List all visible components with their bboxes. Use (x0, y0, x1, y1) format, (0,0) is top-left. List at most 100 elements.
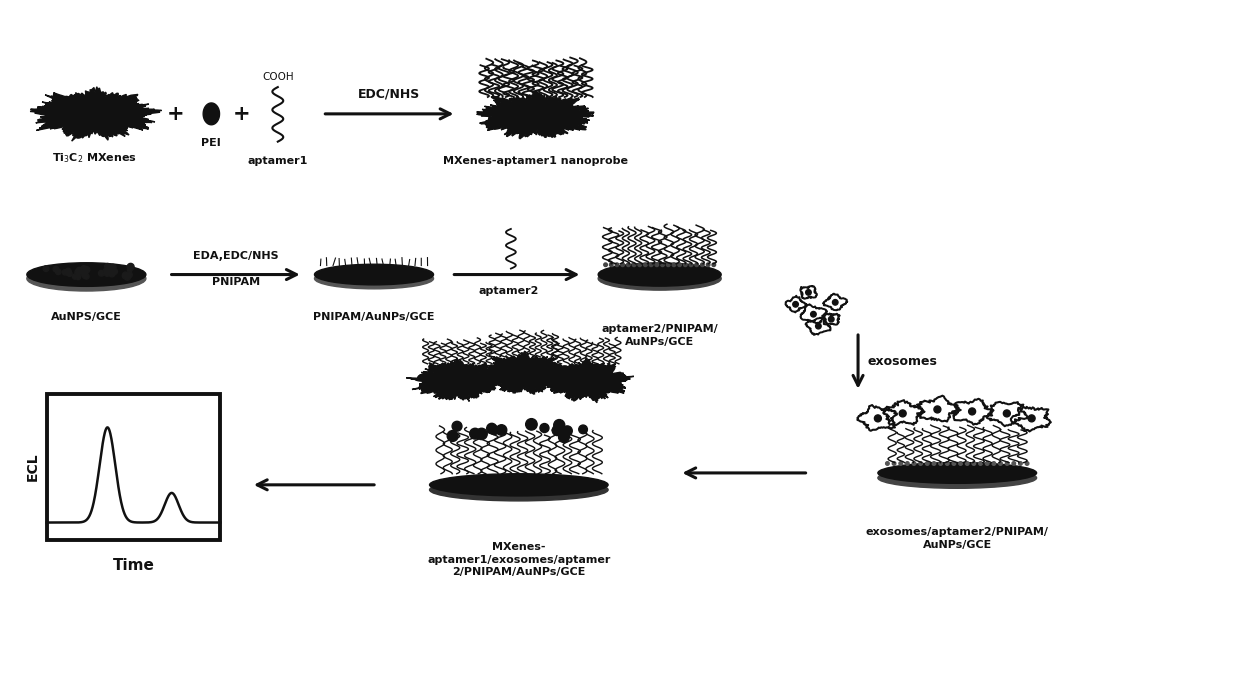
Circle shape (579, 425, 588, 434)
Circle shape (952, 462, 956, 465)
Circle shape (932, 462, 936, 465)
Circle shape (683, 263, 687, 267)
Circle shape (621, 263, 625, 267)
Circle shape (64, 269, 72, 276)
Circle shape (899, 410, 906, 417)
Circle shape (637, 263, 641, 267)
Circle shape (76, 275, 81, 280)
Circle shape (694, 263, 698, 267)
Circle shape (966, 462, 968, 465)
Text: Ti$_3$C$_2$ MXenes: Ti$_3$C$_2$ MXenes (52, 152, 136, 166)
Circle shape (53, 266, 58, 272)
Circle shape (992, 462, 996, 465)
Text: PNIPAM: PNIPAM (212, 276, 260, 287)
Circle shape (128, 263, 134, 270)
Circle shape (554, 419, 564, 430)
Text: MXenes-aptamer1 nanoprobe: MXenes-aptamer1 nanoprobe (443, 155, 629, 166)
Circle shape (661, 263, 665, 267)
Circle shape (84, 274, 89, 279)
Ellipse shape (27, 263, 146, 287)
Circle shape (1028, 415, 1035, 422)
Circle shape (626, 263, 630, 267)
Polygon shape (482, 352, 568, 394)
Text: MXenes-
aptamer1/exosomes/aptamer
2/PNIPAM/AuNPs/GCE: MXenes- aptamer1/exosomes/aptamer 2/PNIP… (427, 542, 610, 577)
Circle shape (123, 272, 128, 278)
Circle shape (811, 311, 816, 317)
Circle shape (82, 265, 86, 270)
Circle shape (828, 317, 835, 322)
Circle shape (919, 462, 923, 465)
Circle shape (874, 415, 882, 422)
Circle shape (925, 462, 929, 465)
Circle shape (124, 274, 130, 280)
Ellipse shape (27, 266, 146, 291)
Circle shape (885, 462, 889, 465)
Circle shape (112, 269, 118, 274)
Text: EDA,EDC/NHS: EDA,EDC/NHS (193, 250, 279, 261)
Circle shape (104, 263, 110, 269)
Circle shape (128, 267, 131, 272)
Circle shape (934, 406, 941, 413)
Circle shape (939, 462, 942, 465)
Circle shape (945, 462, 949, 465)
Circle shape (109, 264, 117, 271)
Text: COOH: COOH (262, 72, 294, 82)
Polygon shape (203, 103, 219, 124)
Polygon shape (407, 358, 503, 402)
Circle shape (701, 263, 704, 267)
Circle shape (66, 268, 71, 274)
Circle shape (123, 273, 128, 279)
Circle shape (72, 274, 78, 279)
Circle shape (126, 272, 133, 278)
Ellipse shape (878, 462, 1037, 484)
Ellipse shape (429, 474, 608, 496)
Circle shape (650, 263, 653, 267)
Circle shape (610, 263, 613, 267)
Circle shape (913, 462, 916, 465)
Circle shape (83, 266, 89, 273)
Polygon shape (476, 91, 594, 139)
Circle shape (1018, 462, 1022, 465)
Circle shape (689, 263, 693, 267)
Circle shape (98, 270, 104, 276)
Circle shape (666, 263, 670, 267)
Text: Time: Time (113, 558, 155, 573)
Circle shape (104, 269, 110, 276)
Circle shape (552, 425, 563, 436)
Text: +: + (167, 104, 185, 124)
Circle shape (1025, 462, 1029, 465)
Circle shape (77, 267, 82, 273)
Circle shape (832, 300, 838, 305)
Circle shape (490, 425, 498, 434)
Circle shape (816, 324, 821, 329)
Circle shape (453, 421, 463, 431)
Circle shape (82, 273, 88, 278)
Circle shape (476, 428, 487, 440)
Text: +: + (232, 104, 250, 124)
Text: exosomes/aptamer2/PNIPAM/
AuNPs/GCE: exosomes/aptamer2/PNIPAM/ AuNPs/GCE (866, 527, 1049, 550)
Circle shape (1012, 462, 1016, 465)
Circle shape (632, 263, 636, 267)
Circle shape (81, 269, 88, 277)
Circle shape (56, 269, 61, 274)
Circle shape (905, 462, 909, 465)
Circle shape (1003, 410, 1011, 417)
Circle shape (558, 432, 569, 443)
Circle shape (539, 423, 549, 432)
Text: EDC/NHS: EDC/NHS (358, 88, 420, 101)
Text: ECL: ECL (26, 453, 40, 482)
Ellipse shape (315, 264, 434, 285)
Circle shape (108, 267, 113, 273)
Circle shape (959, 462, 962, 465)
Ellipse shape (878, 467, 1037, 488)
Ellipse shape (429, 479, 608, 501)
Circle shape (103, 268, 109, 275)
Circle shape (806, 289, 811, 295)
Circle shape (968, 408, 976, 415)
Circle shape (109, 271, 115, 277)
Circle shape (74, 269, 82, 276)
Ellipse shape (598, 263, 722, 286)
Text: AuNPS/GCE: AuNPS/GCE (51, 312, 122, 322)
Ellipse shape (598, 267, 722, 290)
Circle shape (496, 425, 507, 435)
